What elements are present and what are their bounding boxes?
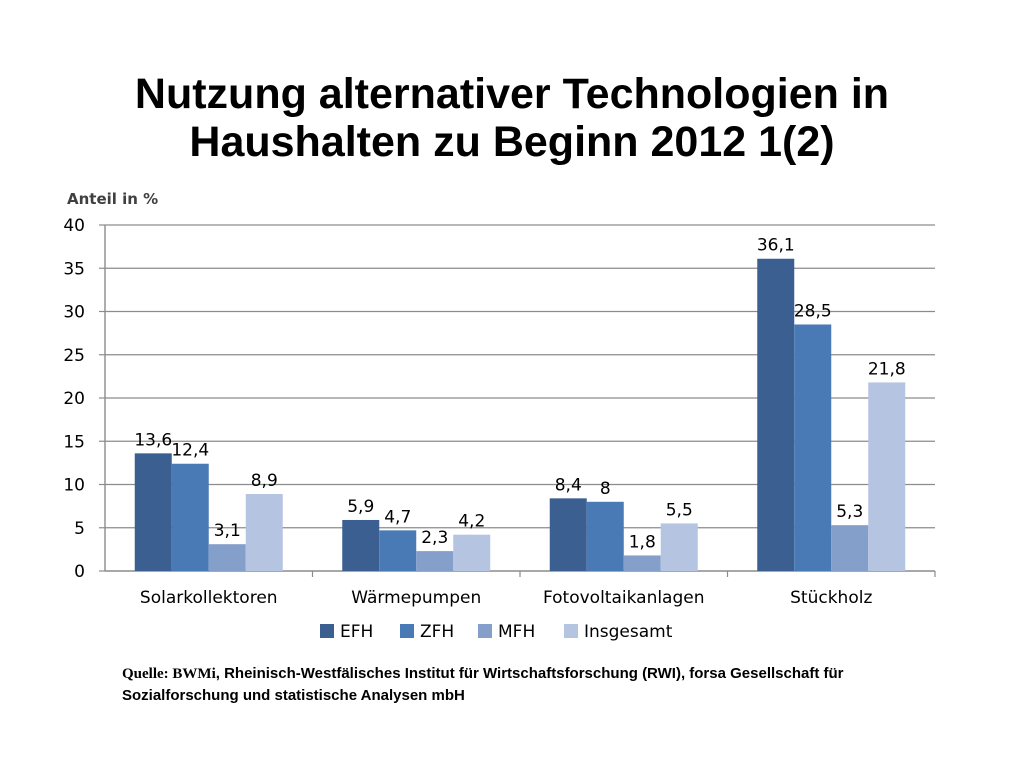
data-label: 8,4 xyxy=(555,475,582,495)
source-lead: Quelle: BWMi xyxy=(122,666,216,682)
y-tick-label: 25 xyxy=(63,346,85,366)
data-label: 5,3 xyxy=(836,502,863,522)
legend-label: EFH xyxy=(340,622,373,642)
bar-zfh xyxy=(794,324,832,571)
x-tick-label: Wärmepumpen xyxy=(351,588,481,608)
slide-title-line-2: Haushalten zu Beginn 2012 1(2) xyxy=(189,118,835,166)
data-label: 4,2 xyxy=(458,512,485,532)
x-tick-label: Solarkollektoren xyxy=(140,588,278,608)
x-tick-label: Fotovoltaikanlagen xyxy=(543,588,705,608)
data-label: 8,9 xyxy=(251,471,278,491)
slide-title: Nutzung alternativer Technologien in Hau… xyxy=(40,70,984,166)
y-tick-label: 10 xyxy=(63,476,85,496)
y-tick-label: 40 xyxy=(63,216,85,236)
bar-insgesamt xyxy=(245,494,283,571)
data-label: 36,1 xyxy=(757,236,795,256)
bar-chart: 0 5 10 15 20 25 30 35 40 Solarkollektoren Wärmepum… xyxy=(63,190,936,642)
data-label: 12,4 xyxy=(171,441,209,461)
bar-insgesamt xyxy=(453,534,491,571)
legend: EFH ZFH MFH Insgesamt xyxy=(320,622,673,642)
x-tick-label: Stückholz xyxy=(790,588,872,608)
y-axis-title: Anteil in % xyxy=(67,190,158,208)
axes: 0 5 10 15 20 25 30 35 40 Solarkollektoren Wärmepum… xyxy=(63,216,936,608)
data-label: 5,9 xyxy=(347,497,374,517)
bar-zfh xyxy=(171,463,209,571)
legend-label: Insgesamt xyxy=(584,622,673,642)
bar-zfh xyxy=(586,501,624,571)
bar-efh xyxy=(549,498,587,571)
legend-label: ZFH xyxy=(420,622,454,642)
y-tick-label: 5 xyxy=(74,519,85,539)
data-label: 5,5 xyxy=(666,500,693,520)
legend-label: MFH xyxy=(498,622,535,642)
y-tick-label: 20 xyxy=(63,389,85,409)
bar-efh xyxy=(342,519,380,571)
chart-area: 0 5 10 15 20 25 30 35 40 Solarkollektoren Wärmepum… xyxy=(63,190,936,642)
legend-swatch xyxy=(564,624,578,638)
data-label: 13,6 xyxy=(134,430,172,450)
data-label: 2,3 xyxy=(421,528,448,548)
bars xyxy=(134,258,906,571)
data-label: 8 xyxy=(600,479,611,499)
bar-insgesamt xyxy=(868,382,906,571)
data-labels: 13,612,4 3,1 8,9 5,9 4,7 2,3 4,2 8,4 8 1,8 5,5 36,1… xyxy=(134,236,905,553)
data-label: 3,1 xyxy=(214,521,241,541)
bar-mfh xyxy=(208,544,246,571)
legend-swatch xyxy=(478,624,492,638)
bar-mfh xyxy=(416,551,454,571)
source-note: Quelle: BWMi, Rheinisch-Westfälisches In… xyxy=(122,663,862,706)
bar-mfh xyxy=(623,555,661,571)
bar-efh xyxy=(757,258,795,571)
data-label: 21,8 xyxy=(868,359,906,379)
y-tick-label: 15 xyxy=(63,432,85,452)
data-label: 4,7 xyxy=(384,507,411,527)
bar-efh xyxy=(134,453,172,571)
y-tick-label: 35 xyxy=(63,259,85,279)
source-text: , Rheinisch-Westfälisches Institut für W… xyxy=(122,665,844,704)
slide-title-line-1: Nutzung alternativer Technologien in xyxy=(134,70,890,118)
legend-swatch xyxy=(400,624,414,638)
y-tick-label: 0 xyxy=(74,562,85,582)
data-label: 1,8 xyxy=(629,532,656,552)
legend-swatch xyxy=(320,624,334,638)
bar-insgesamt xyxy=(660,523,698,571)
bar-zfh xyxy=(379,530,417,571)
y-tick-label: 30 xyxy=(63,303,85,323)
data-label: 28,5 xyxy=(794,301,832,321)
bar-mfh xyxy=(831,525,869,571)
